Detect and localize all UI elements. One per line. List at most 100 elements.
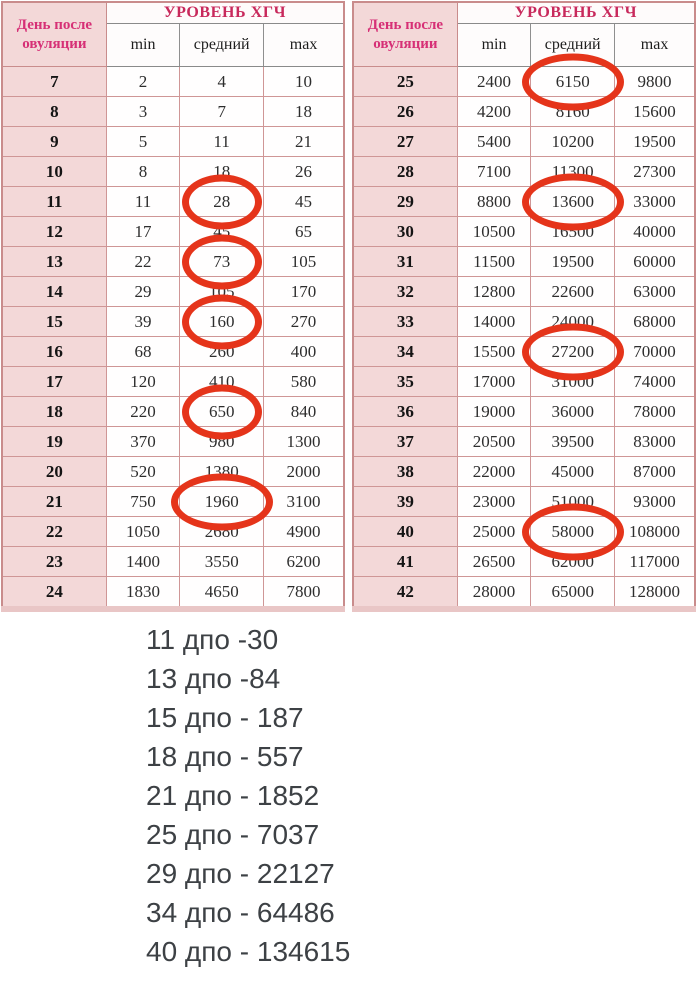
max-cell: 7800 <box>263 576 345 610</box>
day-cell: 23 <box>1 546 107 577</box>
note-line: 13 дпо -84 <box>146 662 281 694</box>
max-cell: 6200 <box>263 546 345 577</box>
table-row: 39 23000 51000 93000 <box>352 486 696 517</box>
table-row: 20 520 1380 2000 <box>1 456 345 487</box>
min-cell: 5 <box>105 126 181 157</box>
avg-value: 8160 <box>555 101 590 121</box>
avg-value: 1960 <box>204 491 239 511</box>
table-row: 14 29 105 170 <box>1 276 345 307</box>
avg-value: 4650 <box>204 581 239 601</box>
note-line: 40 дпо - 134615 <box>146 935 351 967</box>
day-cell: 24 <box>1 576 107 610</box>
avg-value: 24000 <box>551 311 594 331</box>
max-cell: 70000 <box>614 336 696 367</box>
min-cell: 68 <box>105 336 181 367</box>
avg-cell: 58000 <box>521 503 624 560</box>
table-row: 24 1830 4650 7800 <box>1 576 345 610</box>
avg-cell: 73 <box>179 234 265 289</box>
avg-value: 31000 <box>551 371 594 391</box>
avg-cell: 24000 <box>530 306 616 337</box>
day-cell: 15 <box>1 306 107 337</box>
hcg-reference-tables: День после овуляции УРОВЕНЬ ХГЧ min сред… <box>1 1 696 612</box>
day-cell: 29 <box>352 186 458 217</box>
min-cell: 1400 <box>105 546 181 577</box>
max-cell: 93000 <box>614 486 696 517</box>
min-cell: 22 <box>105 246 181 277</box>
min-cell: 39 <box>105 306 181 337</box>
day-cell: 7 <box>1 66 107 97</box>
avg-cell: 980 <box>179 426 265 457</box>
avg-cell: 51000 <box>530 486 616 517</box>
table-row: 23 1400 3550 6200 <box>1 546 345 577</box>
table-row: 33 14000 24000 68000 <box>352 306 696 337</box>
max-cell: 117000 <box>614 546 696 577</box>
day-cell: 16 <box>1 336 107 367</box>
avg-cell: 16500 <box>530 216 616 247</box>
table-row: 40 25000 58000 108000 <box>352 503 696 560</box>
avg-value: 980 <box>208 431 235 451</box>
day-cell: 14 <box>1 276 107 307</box>
day-cell: 13 <box>1 246 107 277</box>
max-cell: 270 <box>263 306 345 337</box>
min-cell: 2 <box>105 66 181 97</box>
table-row: 37 20500 39500 83000 <box>352 426 696 457</box>
min-cell: 11500 <box>456 246 532 277</box>
note-line: 21 дпо - 1852 <box>146 779 320 811</box>
day-cell: 9 <box>1 126 107 157</box>
table-row: 10 8 18 26 <box>1 156 345 187</box>
table-row: 27 5400 10200 19500 <box>352 126 696 157</box>
hcg-level-header: УРОВЕНЬ ХГЧ <box>456 1 696 24</box>
min-cell: 23000 <box>456 486 532 517</box>
table-row: 15 39 160 270 <box>1 294 345 349</box>
min-cell: 4200 <box>456 96 532 127</box>
avg-value: 18 <box>213 161 231 181</box>
avg-value: 1380 <box>204 461 239 481</box>
min-cell: 14000 <box>456 306 532 337</box>
min-cell: 11 <box>105 186 181 217</box>
avg-value: 10200 <box>551 131 594 151</box>
table-row: 12 17 45 65 <box>1 216 345 247</box>
avg-value: 6150 <box>555 71 590 91</box>
note-line: 29 дпо - 22127 <box>146 857 335 889</box>
max-column-header: max <box>263 23 345 67</box>
avg-value: 7 <box>217 101 226 121</box>
avg-value: 2680 <box>204 521 239 541</box>
min-cell: 29 <box>105 276 181 307</box>
avg-cell: 4650 <box>179 576 265 610</box>
avg-cell: 11 <box>179 126 265 157</box>
max-cell: 10 <box>263 66 345 97</box>
avg-value: 19500 <box>551 251 594 271</box>
day-cell: 8 <box>1 96 107 127</box>
avg-value: 260 <box>208 341 235 361</box>
max-cell: 21 <box>263 126 345 157</box>
hcg-level-header: УРОВЕНЬ ХГЧ <box>105 1 345 24</box>
min-cell: 28000 <box>456 576 532 610</box>
table-row: 11 11 28 45 <box>1 174 345 229</box>
max-cell: 26 <box>263 156 345 187</box>
avg-value: 105 <box>208 281 235 301</box>
day-cell: 19 <box>1 426 107 457</box>
max-cell: 1300 <box>263 426 345 457</box>
avg-column-header: средний <box>179 23 265 67</box>
avg-value: 62000 <box>551 551 594 571</box>
max-cell: 108000 <box>614 516 696 547</box>
avg-cell: 260 <box>179 336 265 367</box>
avg-value: 39500 <box>551 431 594 451</box>
max-cell: 63000 <box>614 276 696 307</box>
avg-cell: 160 <box>179 294 265 349</box>
day-cell: 38 <box>352 456 458 487</box>
avg-column-header: средний <box>530 23 616 67</box>
table-body-left: 7 2 4 10 8 3 7 18 9 5 11 21 10 8 18 26 11 11 28 45 12 17 45 65 1… <box>1 66 345 610</box>
day-cell: 11 <box>1 186 107 217</box>
max-cell: 74000 <box>614 366 696 397</box>
avg-cell: 11300 <box>530 156 616 187</box>
table-row: 19 370 980 1300 <box>1 426 345 457</box>
min-cell: 25000 <box>456 516 532 547</box>
min-cell: 370 <box>105 426 181 457</box>
day-cell: 18 <box>1 396 107 427</box>
avg-cell: 18 <box>179 156 265 187</box>
avg-value: 45000 <box>551 461 594 481</box>
min-cell: 3 <box>105 96 181 127</box>
min-cell: 15500 <box>456 336 532 367</box>
